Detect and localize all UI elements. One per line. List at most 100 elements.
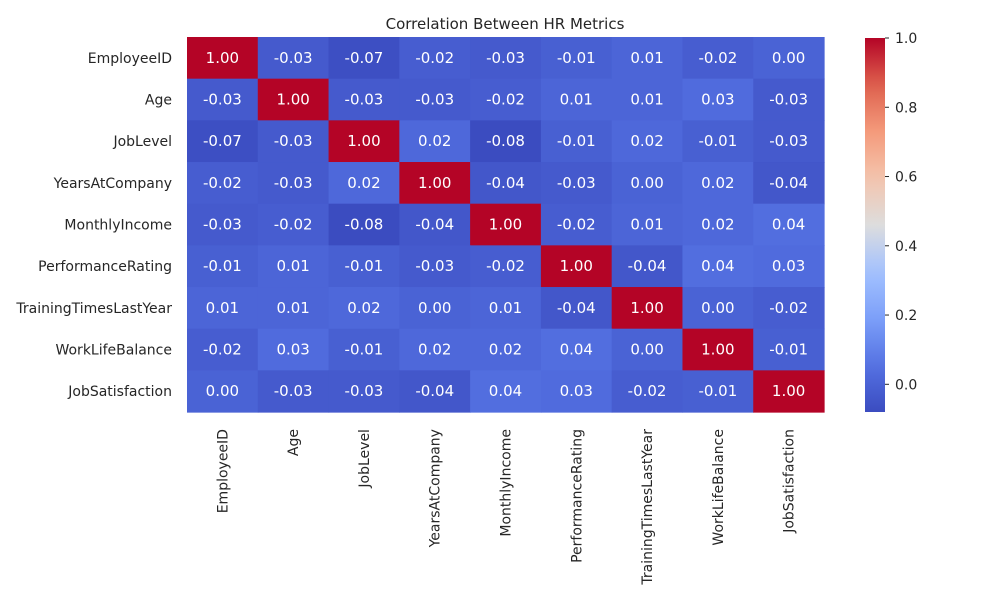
heatmap-cell [540, 162, 613, 205]
cell-value-label: 0.00 [206, 382, 239, 400]
heatmap-cell [257, 328, 330, 371]
y-tick-label: PerformanceRating [38, 259, 172, 275]
colorbar-tick-label: 1.0 [895, 31, 917, 47]
cell-value-label: 0.02 [347, 299, 380, 317]
cell-value-label: 0.02 [701, 174, 734, 192]
heatmap-cell [540, 245, 613, 288]
cell-value-label: -0.03 [557, 174, 596, 192]
x-tick-label: MonthlyIncome [499, 429, 515, 537]
cell-value-label: -0.01 [557, 49, 596, 67]
cell-value-label: 1.00 [347, 132, 380, 150]
cell-value-label: -0.02 [557, 216, 596, 234]
cell-value-label: 0.01 [630, 216, 663, 234]
colorbar-tick-label: 0.6 [895, 170, 917, 186]
heatmap-cell [328, 78, 400, 121]
cell-value-label: -0.01 [345, 341, 384, 359]
heatmap-cell [187, 203, 259, 246]
heatmap-cell [753, 370, 825, 413]
colorbar-tick-label: 0.2 [895, 308, 917, 324]
heatmap-cell [328, 328, 400, 371]
cell-value-label: -0.03 [274, 174, 313, 192]
heatmap-cell [682, 328, 754, 371]
y-tick-label: JobLevel [112, 134, 172, 150]
heatmap-cell [611, 78, 684, 121]
cell-value-label: 1.00 [701, 341, 734, 359]
x-tick-label: JobSatisfaction [782, 429, 798, 534]
heatmap-cell [753, 287, 825, 330]
heatmap-cell [257, 162, 330, 205]
cell-value-label: 0.02 [418, 341, 451, 359]
y-tick-label: Age [145, 93, 172, 109]
cell-value-label: -0.03 [203, 91, 242, 109]
heatmap-cell [328, 162, 400, 205]
cell-value-label: -0.04 [628, 257, 667, 275]
heatmap-cell [257, 245, 330, 288]
x-tick-label: TrainingTimesLastYear [640, 429, 656, 586]
cell-value-label: -0.04 [415, 382, 454, 400]
heatmap-cell [682, 287, 754, 330]
heatmap-cell [187, 328, 259, 371]
cell-value-label: 0.01 [489, 299, 522, 317]
cell-value-label: 0.04 [560, 341, 593, 359]
x-tick-label: Age [286, 429, 302, 456]
heatmap-cell [540, 287, 613, 330]
heatmap-cell [257, 37, 330, 80]
heatmap-cell [682, 370, 754, 413]
heatmap-cell [399, 120, 471, 163]
heatmap-cell [682, 203, 754, 246]
heatmap-cell [187, 370, 259, 413]
cell-value-label: 0.02 [347, 174, 380, 192]
heatmap-cell [328, 203, 400, 246]
heatmap-cell [470, 287, 542, 330]
y-tick-label: EmployeeID [88, 51, 172, 67]
heatmap-cell [328, 245, 400, 288]
heatmap-cell [470, 328, 542, 371]
cell-value-label: -0.08 [345, 216, 384, 234]
cell-value-label: -0.03 [345, 91, 384, 109]
cell-value-label: -0.04 [557, 299, 596, 317]
x-tick-label: WorkLifeBalance [711, 429, 727, 546]
cell-value-label: -0.01 [557, 132, 596, 150]
heatmap-cell [187, 287, 259, 330]
cell-value-label: 0.04 [772, 216, 805, 234]
cell-value-label: -0.02 [698, 49, 737, 67]
cell-value-label: 0.00 [772, 49, 805, 67]
cell-value-label: -0.01 [203, 257, 242, 275]
heatmap-cell [753, 120, 825, 163]
colorbar-tick-label: 0.0 [895, 377, 917, 393]
colorbar: 0.0 0.2 0.4 0.6 0.8 1.0 [865, 31, 917, 412]
heatmap-cell [470, 78, 542, 121]
heatmap-cell [753, 37, 825, 80]
heatmap-cell [540, 370, 613, 413]
heatmap-cell [399, 203, 471, 246]
cell-value-label: 0.00 [418, 299, 451, 317]
heatmap-cell [753, 78, 825, 121]
heatmap-cell [187, 37, 259, 80]
colorbar-tick-label: 0.8 [895, 100, 917, 116]
heatmap-cell [399, 328, 471, 371]
cell-value-label: -0.02 [486, 257, 525, 275]
x-tick-labels: EmployeeID Age JobLevel YearsAtCompany Month… [215, 429, 797, 586]
cell-value-label: -0.07 [345, 49, 384, 67]
cell-value-label: -0.01 [345, 257, 384, 275]
heatmap-cell [470, 37, 542, 80]
heatmap-cell [399, 287, 471, 330]
cell-value-label: 0.00 [701, 299, 734, 317]
heatmap-cell [540, 120, 613, 163]
heatmap-cell [328, 287, 400, 330]
heatmap-cell [611, 370, 684, 413]
cell-value-label: -0.03 [769, 91, 808, 109]
heatmap-cell [540, 78, 613, 121]
cell-value-label: 0.03 [560, 382, 593, 400]
cell-value-label: -0.03 [274, 132, 313, 150]
heatmap-cell [540, 203, 613, 246]
y-tick-label: WorkLifeBalance [55, 343, 172, 359]
heatmap-cell [611, 203, 684, 246]
chart-title: Correlation Between HR Metrics [386, 15, 625, 33]
cell-value-label: 0.01 [630, 91, 663, 109]
heatmap-cell [682, 120, 754, 163]
heatmap-cell [257, 120, 330, 163]
cell-value-label: -0.03 [769, 132, 808, 150]
cell-value-label: -0.03 [415, 257, 454, 275]
cell-value-label: -0.02 [486, 91, 525, 109]
